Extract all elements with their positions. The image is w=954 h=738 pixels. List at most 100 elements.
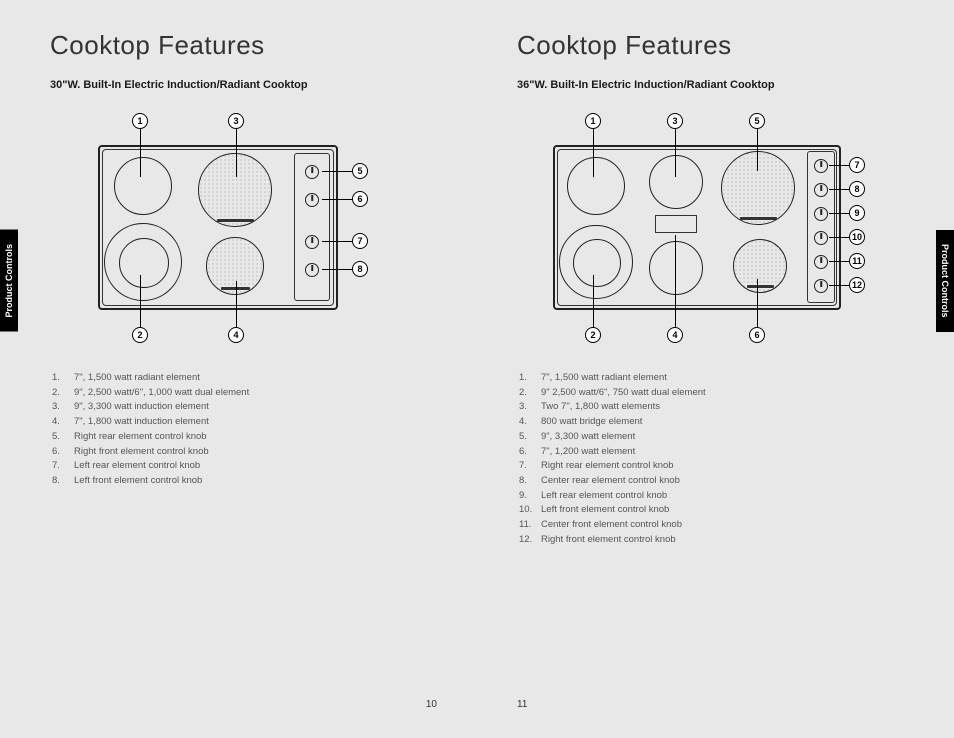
leader-line	[322, 269, 352, 270]
callout-10: 10	[849, 229, 865, 245]
callout-8: 8	[849, 181, 865, 197]
list-item-text: Left front element control knob	[74, 474, 202, 489]
list-item: 6.7", 1,200 watt element	[519, 445, 904, 460]
leader-line	[829, 261, 849, 262]
callout-7: 7	[352, 233, 368, 249]
list-item: 4.800 watt bridge element	[519, 415, 904, 430]
list-item: 7.Left rear element control knob	[52, 459, 437, 474]
list-item: 2.9", 2,500 watt/6", 1,000 watt dual ele…	[52, 386, 437, 401]
feature-list-right: 1.7", 1,500 watt radiant element2.9" 2,5…	[517, 371, 904, 548]
leader-line	[829, 237, 849, 238]
list-item: 4.7", 1,800 watt induction element	[52, 415, 437, 430]
callout-8: 8	[352, 261, 368, 277]
burner	[198, 153, 272, 227]
leader-line	[593, 275, 594, 327]
list-item-text: Left front element control knob	[541, 503, 669, 518]
callout-9: 9	[849, 205, 865, 221]
list-item-number: 8.	[52, 474, 74, 489]
callout-11: 11	[849, 253, 865, 269]
list-item-number: 6.	[519, 445, 541, 460]
control-knob	[814, 231, 828, 245]
leader-line	[236, 281, 237, 327]
leader-line	[675, 129, 676, 177]
list-item-number: 12.	[519, 533, 541, 548]
control-knob	[305, 263, 319, 277]
control-knob	[814, 183, 828, 197]
list-item: 11.Center front element control knob	[519, 518, 904, 533]
feature-list-left: 1.7", 1,500 watt radiant element2.9", 2,…	[50, 371, 437, 489]
burner	[721, 151, 795, 225]
list-item-number: 3.	[52, 400, 74, 415]
control-knob	[814, 255, 828, 269]
page-spread: Product Controls Cooktop Features 30"W. …	[0, 0, 954, 738]
list-item-number: 7.	[52, 459, 74, 474]
callout-6: 6	[749, 327, 765, 343]
bridge-element	[655, 215, 697, 233]
callout-12: 12	[849, 277, 865, 293]
leader-line	[322, 241, 352, 242]
list-item: 2.9" 2,500 watt/6", 750 watt dual elemen…	[519, 386, 904, 401]
page-number-right: 11	[517, 699, 527, 710]
list-item: 1.7", 1,500 watt radiant element	[519, 371, 904, 386]
callout-1: 1	[132, 113, 148, 129]
control-knob	[305, 165, 319, 179]
leader-line	[140, 275, 141, 327]
list-item-text: Left rear element control knob	[74, 459, 200, 474]
list-item: 10.Left front element control knob	[519, 503, 904, 518]
list-item: 3.9", 3,300 watt induction element	[52, 400, 437, 415]
list-item-text: Center front element control knob	[541, 518, 682, 533]
leader-line	[829, 189, 849, 190]
burner	[649, 241, 703, 295]
control-knob	[814, 279, 828, 293]
list-item: 7.Right rear element control knob	[519, 459, 904, 474]
list-item: 9.Left rear element control knob	[519, 489, 904, 504]
burner	[104, 223, 182, 301]
control-knob	[305, 193, 319, 207]
list-item-text: Right front element control knob	[74, 445, 209, 460]
page-right: Product Controls Cooktop Features 36"W. …	[477, 0, 954, 738]
callout-4: 4	[228, 327, 244, 343]
diagram-30in: 13567824	[50, 105, 370, 355]
side-tab-right: Product Controls	[936, 230, 954, 332]
list-item-text: Two 7", 1,800 watt elements	[541, 400, 660, 415]
burner-bar	[217, 219, 254, 222]
control-knob	[814, 159, 828, 173]
list-item-text: Right front element control knob	[541, 533, 676, 548]
list-item-text: 9", 3,300 watt element	[541, 430, 635, 445]
leader-line	[829, 285, 849, 286]
list-item: 6.Right front element control knob	[52, 445, 437, 460]
side-tab-left: Product Controls	[0, 230, 18, 332]
list-item: 12.Right front element control knob	[519, 533, 904, 548]
list-item: 3.Two 7", 1,800 watt elements	[519, 400, 904, 415]
leader-line	[829, 165, 849, 166]
list-item: 8.Left front element control knob	[52, 474, 437, 489]
burner	[114, 157, 172, 215]
leader-line	[140, 129, 141, 177]
list-item-number: 5.	[52, 430, 74, 445]
burner-bar	[747, 285, 774, 288]
burner-bar	[221, 287, 250, 290]
callout-2: 2	[132, 327, 148, 343]
list-item-number: 4.	[519, 415, 541, 430]
heading-left: Cooktop Features	[50, 30, 437, 61]
list-item-number: 10.	[519, 503, 541, 518]
list-item-number: 1.	[52, 371, 74, 386]
list-item-text: 7", 1,500 watt radiant element	[74, 371, 200, 386]
list-item: 1.7", 1,500 watt radiant element	[52, 371, 437, 386]
list-item-text: Right rear element control knob	[74, 430, 207, 445]
control-knob	[814, 207, 828, 221]
page-number-left: 10	[426, 699, 437, 710]
list-item-number: 2.	[52, 386, 74, 401]
list-item-text: 7", 1,800 watt induction element	[74, 415, 209, 430]
leader-line	[829, 213, 849, 214]
list-item-text: 9", 3,300 watt induction element	[74, 400, 209, 415]
list-item-number: 9.	[519, 489, 541, 504]
list-item: 5.9", 3,300 watt element	[519, 430, 904, 445]
list-item-text: 800 watt bridge element	[541, 415, 642, 430]
list-item-text: Left rear element control knob	[541, 489, 667, 504]
leader-line	[757, 279, 758, 327]
list-item-text: Center rear element control knob	[541, 474, 680, 489]
heading-right: Cooktop Features	[517, 30, 904, 61]
list-item-number: 4.	[52, 415, 74, 430]
list-item-number: 1.	[519, 371, 541, 386]
